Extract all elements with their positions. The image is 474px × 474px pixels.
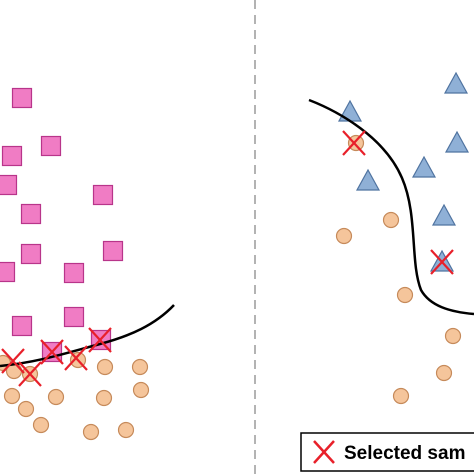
- pink-square-marker: [20, 203, 42, 225]
- legend-box: [300, 432, 474, 472]
- pink-square-marker: [102, 240, 124, 262]
- red-x-marker: [64, 345, 88, 371]
- blue-triangle-marker: [337, 99, 363, 122]
- pink-square-marker: [0, 261, 16, 283]
- red-x-marker: [88, 327, 112, 353]
- pink-square-marker: [11, 315, 33, 337]
- orange-circle-marker: [382, 211, 400, 229]
- pink-square-marker: [11, 87, 33, 109]
- red-x-icon: [313, 440, 335, 464]
- right-panel: [308, 71, 474, 405]
- pink-square-marker: [1, 145, 23, 167]
- right-decision-boundary: [308, 98, 474, 316]
- legend: Selected sam: [300, 432, 474, 472]
- blue-triangle-marker: [444, 130, 470, 153]
- orange-circle-marker: [132, 381, 150, 399]
- left-decision-boundary: [0, 304, 175, 368]
- pink-square-marker: [63, 306, 85, 328]
- orange-circle-marker: [131, 358, 149, 376]
- pink-square-marker: [40, 135, 62, 157]
- pink-square-marker: [0, 174, 18, 196]
- red-x-marker: [342, 130, 366, 156]
- orange-circle-marker: [95, 389, 113, 407]
- orange-circle-marker: [82, 423, 100, 441]
- orange-circle-marker: [117, 421, 135, 439]
- blue-triangle-marker: [443, 71, 469, 94]
- pink-square-marker: [63, 262, 85, 284]
- red-x-marker: [40, 339, 64, 365]
- orange-circle-marker: [32, 416, 50, 434]
- legend-label: Selected sam: [344, 443, 465, 464]
- orange-circle-marker: [444, 327, 462, 345]
- red-x-marker: [430, 249, 454, 275]
- red-x-marker: [18, 361, 42, 387]
- orange-circle-marker: [3, 387, 21, 405]
- orange-circle-marker: [17, 400, 35, 418]
- blue-triangle-marker: [431, 203, 457, 226]
- red-x-marker: [1, 348, 25, 374]
- blue-triangle-marker: [355, 168, 381, 191]
- orange-circle-marker: [47, 388, 65, 406]
- left-panel: [0, 87, 175, 441]
- orange-circle-marker: [96, 358, 114, 376]
- orange-circle-marker: [347, 134, 365, 152]
- orange-circle-marker: [335, 227, 353, 245]
- orange-circle-marker: [435, 364, 453, 382]
- pink-square-marker: [92, 184, 114, 206]
- orange-circle-marker: [396, 286, 414, 304]
- pink-square-marker: [20, 243, 42, 265]
- blue-triangle-marker: [411, 155, 437, 178]
- orange-circle-marker: [392, 387, 410, 405]
